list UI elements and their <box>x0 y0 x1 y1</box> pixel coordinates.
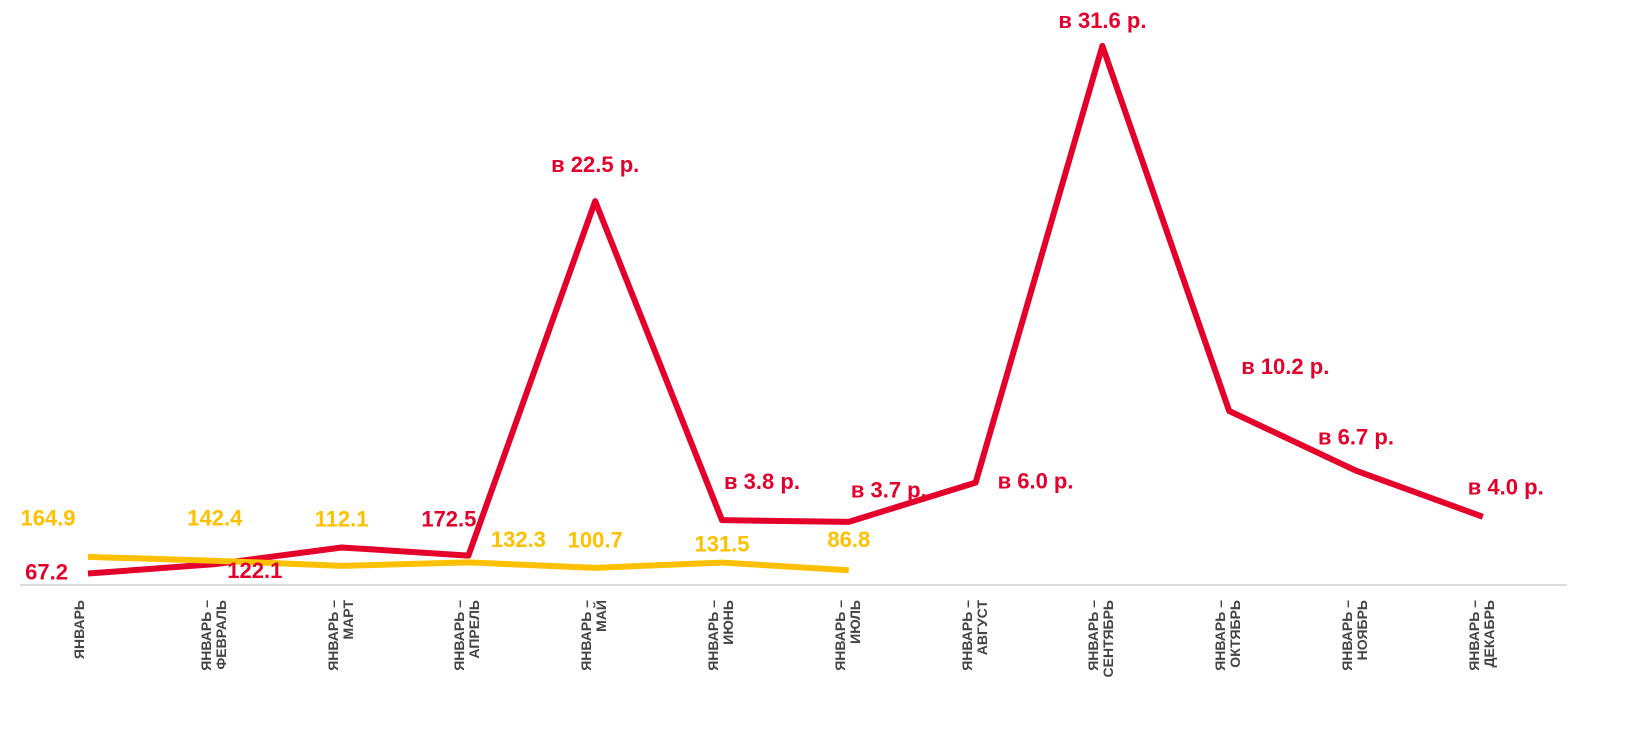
data-label: в 3.7 р. <box>851 478 927 503</box>
x-tick-label: ЯНВАРЬ – ФЕВРАЛЬ <box>197 600 229 671</box>
data-label: в 3.8 р. <box>724 469 800 494</box>
data-label: 86.8 <box>827 527 870 552</box>
x-tick-label: ЯНВАРЬ – ОКТЯБРЬ <box>1212 600 1244 671</box>
data-label: 112.1 <box>315 507 369 532</box>
data-label: 164.9 <box>20 506 75 531</box>
x-tick-label: ЯНВАРЬ – ДЕКАБРЬ <box>1465 600 1497 671</box>
data-label: в 6.0 р. <box>998 468 1074 493</box>
data-label: в 6.7 р. <box>1318 425 1394 450</box>
x-tick-label: ЯНВАРЬ – ИЮНЬ <box>705 600 736 671</box>
x-tick-label: ЯНВАРЬ <box>71 600 87 660</box>
data-label: 132.3 <box>491 527 546 552</box>
series-line <box>87 42 1484 577</box>
data-label: в 31.6 р. <box>1058 8 1146 33</box>
x-tick-label: ЯНВАРЬ – ИЮЛЬ <box>831 600 863 671</box>
x-tick-label: ЯНВАРЬ – АПРЕЛЬ <box>451 600 483 671</box>
data-label: в 22.5 р. <box>551 152 639 177</box>
x-tick-label: ЯНВАРЬ – МАРТ <box>324 600 356 671</box>
data-label: 142.4 <box>187 506 243 531</box>
data-label: 172.5 <box>421 506 476 531</box>
series-line <box>87 553 849 574</box>
x-tick-label: ЯНВАРЬ – СЕНТЯБРЬ <box>1085 600 1117 678</box>
data-label: 122.1 <box>227 558 282 583</box>
data-label: 67.2 <box>25 559 68 584</box>
data-label: 131.5 <box>694 531 749 556</box>
x-tick-label: ЯНВАРЬ – АВГУСТ <box>958 600 990 671</box>
data-label: в 10.2 р. <box>1241 354 1329 379</box>
data-label: 100.7 <box>568 528 623 553</box>
x-tick-label: ЯНВАРЬ – МАЙ <box>578 600 610 671</box>
data-label: в 4.0 р. <box>1468 475 1544 500</box>
x-tick-label: ЯНВАРЬ – НОЯБРЬ <box>1339 600 1370 671</box>
